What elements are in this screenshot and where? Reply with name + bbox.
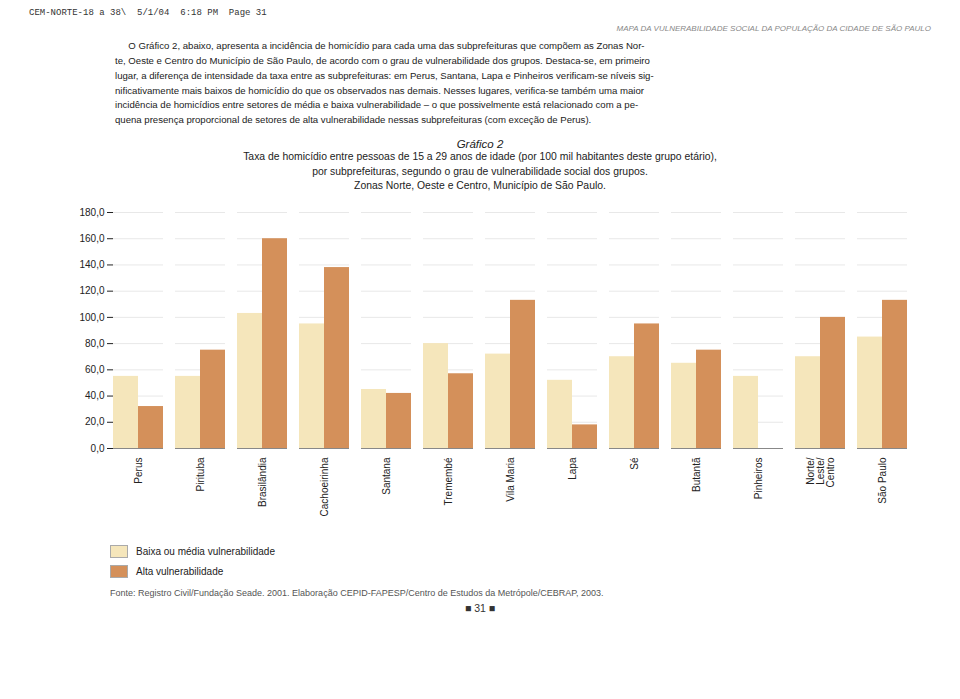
svg-text:Lapa: Lapa <box>567 457 578 480</box>
svg-text:140,0: 140,0 <box>79 259 104 270</box>
svg-text:Santana: Santana <box>381 457 392 495</box>
svg-text:120,0: 120,0 <box>79 285 104 296</box>
html-text:Fonte: Registro Civil/Fundação: Fonte: Registro Civil/Fundação Seade. 20… <box>110 587 604 598</box>
html-text:Alta vulnerabilidade: Alta vulnerabilidade <box>136 566 224 578</box>
svg-text:180,0: 180,0 <box>79 207 104 218</box>
svg-text:Brasilândia: Brasilândia <box>257 457 268 507</box>
svg-text:80,0: 80,0 <box>85 338 105 349</box>
svg-text:Vila Maria: Vila Maria <box>505 457 516 502</box>
html-text:Taxa de homicídio entre pessoa: Taxa de homicídio entre pessoas de 15 a … <box>243 151 717 163</box>
svg-text:100,0: 100,0 <box>79 311 104 322</box>
svg-text:São Paulo: São Paulo <box>877 457 888 504</box>
svg-text:40,0: 40,0 <box>85 390 105 401</box>
html-text:O Gráfico 2, abaixo, apresenta: O Gráfico 2, abaixo, apresenta a incidên… <box>115 40 654 126</box>
svg-text:Pirituba: Pirituba <box>195 457 206 491</box>
html-text:por subprefeituras, segundo o: por subprefeituras, segundo o grau de vu… <box>312 165 648 177</box>
svg-text:Cachoeirinha: Cachoeirinha <box>319 457 330 516</box>
svg-text:Perus: Perus <box>133 457 144 483</box>
html-text:CEM-NORTE-18 a 38\ 5/1/04 6:18: CEM-NORTE-18 a 38\ 5/1/04 6:18 PM Page 3… <box>29 8 267 18</box>
html-text:Zonas Norte, Oeste e Centro, M: Zonas Norte, Oeste e Centro, Município d… <box>354 180 606 192</box>
svg-text:60,0: 60,0 <box>85 364 105 375</box>
html-text:■ 31 ■: ■ 31 ■ <box>464 601 496 614</box>
html-text:Baixa ou média vulnerabilidade: Baixa ou média vulnerabilidade <box>136 546 275 558</box>
svg-text:Sé: Sé <box>629 457 640 470</box>
svg-text:160,0: 160,0 <box>79 233 104 244</box>
svg-text:Pinheiros: Pinheiros <box>753 457 764 499</box>
svg-text:0,0: 0,0 <box>91 443 105 454</box>
svg-text:Butantã: Butantã <box>691 457 702 492</box>
html-text:Gráfico 2: Gráfico 2 <box>456 138 504 151</box>
svg-text:Norte/Leste/Centro: Norte/Leste/Centro <box>805 457 836 487</box>
svg-text:20,0: 20,0 <box>85 416 105 427</box>
svg-text:Tremembé: Tremembé <box>443 457 454 505</box>
html-text:MAPA DA VULNERABILIDADE SOCIAL: MAPA DA VULNERABILIDADE SOCIAL DA POPULA… <box>616 24 931 33</box>
